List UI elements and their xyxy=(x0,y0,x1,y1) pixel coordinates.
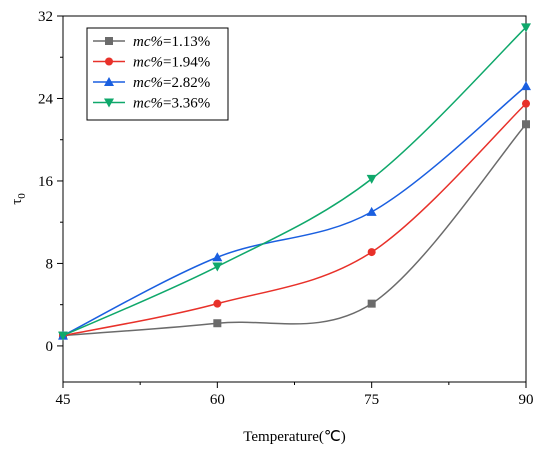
y-axis-title-subscript: 0 xyxy=(16,193,28,199)
y-tick-label: 16 xyxy=(38,174,54,190)
legend-label-value: =2.82% xyxy=(163,75,210,91)
y-tick-label: 32 xyxy=(38,9,53,25)
axis-layer: 45 60 75 90 0 8 16 24 32 xyxy=(38,9,534,408)
legend-item: mc%=3.36% xyxy=(93,96,210,112)
legend: mc%=1.13%mc%=1.94%mc%=2.82%mc%=3.36% xyxy=(86,27,229,121)
data-point xyxy=(367,248,376,257)
legend-label: mc%=1.94% xyxy=(133,55,210,71)
data-point xyxy=(212,262,223,272)
y-tick-label: 8 xyxy=(46,256,54,272)
data-point xyxy=(521,81,531,91)
legend-item: mc%=2.82% xyxy=(93,75,210,91)
legend-label-variable: mc% xyxy=(133,96,163,112)
x-tick-label: 75 xyxy=(364,392,379,408)
data-point xyxy=(213,299,222,308)
data-point xyxy=(366,174,377,184)
legend-label-value: =1.13% xyxy=(163,34,210,50)
legend-marker xyxy=(104,98,114,108)
legend-marker xyxy=(105,37,113,45)
legend-label-value: =3.36% xyxy=(163,96,210,112)
data-point xyxy=(213,319,222,328)
legend-item: mc%=1.13% xyxy=(93,34,210,50)
svg-text:τ0: τ0 xyxy=(9,193,28,205)
data-point xyxy=(212,252,223,262)
legend-label: mc%=3.36% xyxy=(133,96,210,112)
series-layer xyxy=(58,23,531,341)
legend-marker xyxy=(105,57,113,66)
y-axis-title-group: τ0 xyxy=(9,193,28,205)
legend-label-variable: mc% xyxy=(133,75,163,91)
legend-label: mc%=2.82% xyxy=(133,75,210,91)
legend-label: mc%=1.13% xyxy=(133,34,210,50)
data-point xyxy=(522,99,530,108)
series-line xyxy=(62,103,527,337)
data-point xyxy=(367,299,376,308)
series-4 xyxy=(58,23,531,341)
legend-item: mc%=1.94% xyxy=(93,55,210,71)
x-axis-title: Temperature(℃) xyxy=(243,429,345,445)
series-2 xyxy=(59,99,530,340)
x-tick-label: 90 xyxy=(519,392,534,408)
y-tick-label: 24 xyxy=(38,91,54,107)
x-tick-label: 45 xyxy=(56,392,71,408)
y-axis-title: τ xyxy=(9,199,25,205)
data-point xyxy=(366,206,377,216)
data-point xyxy=(521,23,531,33)
legend-label-variable: mc% xyxy=(133,55,163,71)
x-tick-label: 60 xyxy=(210,392,225,408)
y-tick-label: 0 xyxy=(46,339,54,355)
legend-marker xyxy=(104,77,114,86)
series-line xyxy=(62,85,527,337)
data-point xyxy=(522,120,530,129)
data-point xyxy=(58,331,68,341)
legend-label-variable: mc% xyxy=(133,34,163,50)
series-line xyxy=(62,26,527,337)
series-line xyxy=(62,123,527,337)
legend-label-value: =1.94% xyxy=(163,55,210,71)
